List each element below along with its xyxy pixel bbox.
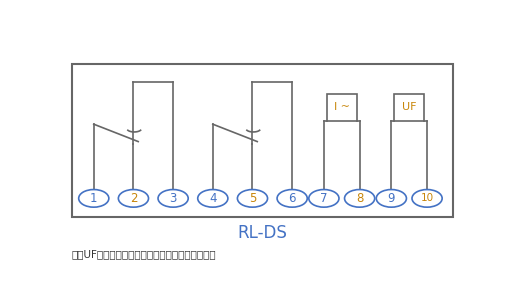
Circle shape	[79, 190, 109, 207]
Text: 2: 2	[130, 192, 137, 205]
Bar	[72, 64, 453, 217]
Text: 注：UF为继电器辅助电源，使用时必需长期带电。: 注：UF为继电器辅助电源，使用时必需长期带电。	[72, 249, 217, 259]
Text: 6: 6	[288, 192, 296, 205]
Text: 4: 4	[209, 192, 217, 205]
Circle shape	[277, 190, 307, 207]
Text: 8: 8	[356, 192, 364, 205]
Circle shape	[238, 190, 268, 207]
Text: 9: 9	[388, 192, 395, 205]
Circle shape	[118, 190, 148, 207]
Text: I ~: I ~	[334, 102, 350, 112]
Circle shape	[376, 190, 407, 207]
Text: 1: 1	[90, 192, 97, 205]
Text: 3: 3	[169, 192, 177, 205]
Circle shape	[158, 190, 188, 207]
Circle shape	[198, 190, 228, 207]
Bar	[394, 94, 424, 121]
Bar	[327, 94, 357, 121]
Text: 10: 10	[420, 193, 434, 203]
Circle shape	[412, 190, 442, 207]
Text: 7: 7	[320, 192, 328, 205]
Text: RL-DS: RL-DS	[238, 224, 287, 242]
Text: UF: UF	[402, 102, 416, 112]
Circle shape	[309, 190, 339, 207]
Text: 5: 5	[249, 192, 256, 205]
Circle shape	[345, 190, 375, 207]
